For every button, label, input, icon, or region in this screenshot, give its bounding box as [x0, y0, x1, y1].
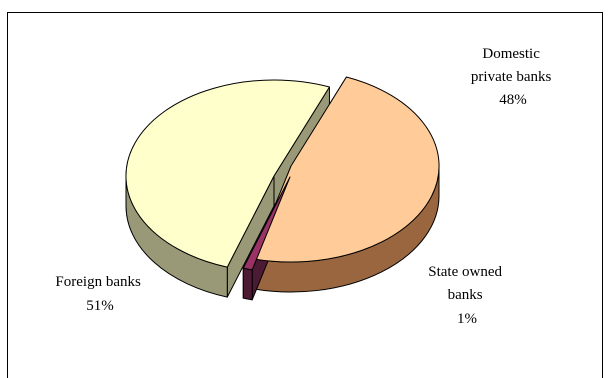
label-state-pct: 1% [457, 311, 477, 327]
slice-domestic [252, 76, 440, 263]
label-domestic-line1: Domestic [482, 46, 540, 62]
slice-foreign [125, 79, 330, 268]
label-foreign-pct: 51% [86, 298, 114, 314]
label-state-line2: banks [448, 287, 483, 303]
label-domestic-pct: 48% [499, 92, 527, 108]
slice-state [242, 176, 291, 271]
label-state: State owned banks 1% [428, 264, 505, 327]
pie-tops [125, 76, 440, 271]
label-foreign-line1: Foreign banks [55, 274, 141, 290]
slice-state-side-2 [242, 267, 253, 301]
label-domestic: Domestic private banks 48% [471, 46, 555, 108]
label-state-line1: State owned [428, 264, 502, 280]
label-foreign: Foreign banks 51% [55, 274, 144, 314]
label-domestic-line2: private banks [471, 69, 552, 85]
